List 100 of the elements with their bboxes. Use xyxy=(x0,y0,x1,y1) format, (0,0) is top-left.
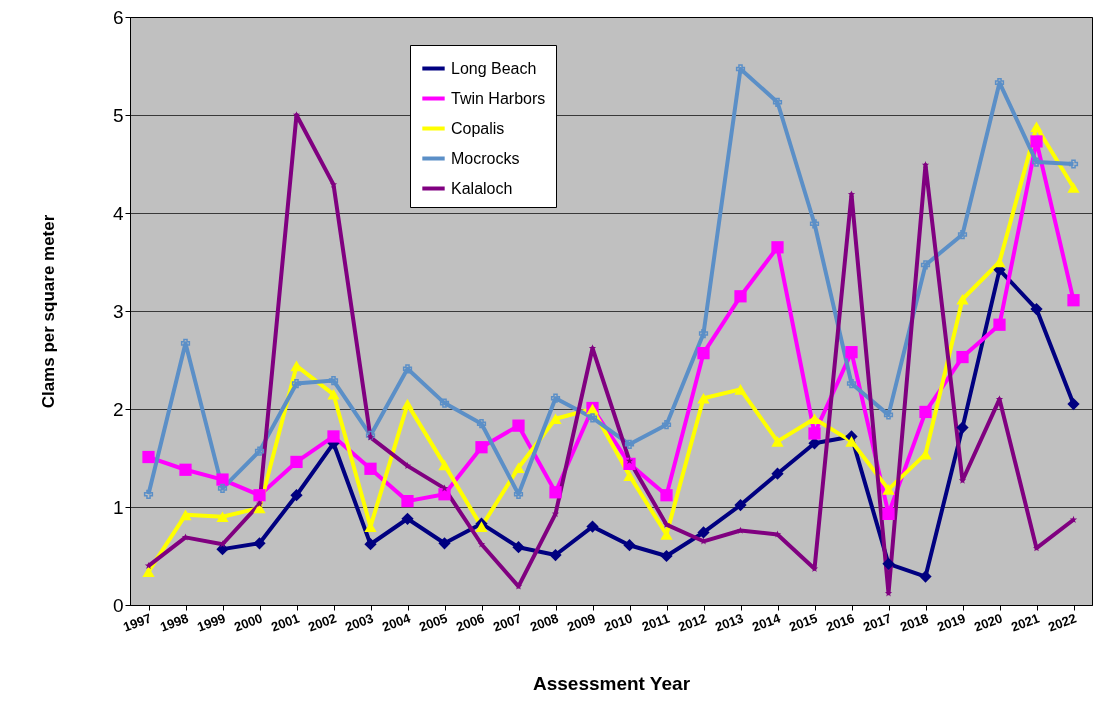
point xyxy=(919,405,932,419)
point xyxy=(402,364,413,374)
x-tick-label: 2007 xyxy=(491,610,524,635)
point xyxy=(660,489,673,502)
point xyxy=(179,509,192,521)
legend-label: Mocrocks xyxy=(451,149,520,167)
point xyxy=(512,541,525,554)
point xyxy=(254,446,265,456)
point xyxy=(1031,157,1042,167)
point xyxy=(623,539,636,552)
point xyxy=(624,439,635,449)
point xyxy=(883,410,894,420)
y-tick-label: 1 xyxy=(112,496,124,518)
x-tick-label: 2011 xyxy=(639,610,672,635)
y-tick-label: 3 xyxy=(112,300,124,322)
x-tick-label: 2001 xyxy=(269,610,302,635)
point xyxy=(216,473,229,486)
point xyxy=(771,241,784,254)
point xyxy=(216,511,229,523)
x-tick-label: 2003 xyxy=(343,610,376,635)
point xyxy=(846,378,857,389)
point xyxy=(845,346,858,359)
y-tick-label: 4 xyxy=(112,202,124,224)
y-tick-label: 5 xyxy=(112,104,124,126)
x-tick-label: 2014 xyxy=(750,610,784,635)
point xyxy=(328,375,339,386)
point xyxy=(1030,121,1043,133)
x-tick-label: 2021 xyxy=(1009,610,1042,635)
point xyxy=(993,318,1006,331)
legend-label: Kalaloch xyxy=(451,179,513,197)
x-tick-label: 1997 xyxy=(121,610,154,635)
point xyxy=(439,398,450,408)
x-tick-label: 2009 xyxy=(565,610,598,635)
point xyxy=(1067,397,1080,411)
point xyxy=(549,486,562,499)
point xyxy=(549,548,562,562)
point xyxy=(327,389,340,400)
x-tick-label: 2002 xyxy=(306,610,339,635)
point xyxy=(401,398,414,410)
point xyxy=(512,462,525,474)
point xyxy=(772,97,783,107)
point xyxy=(438,459,451,471)
point xyxy=(697,392,710,404)
x-axis-title: Assessment Year xyxy=(532,672,691,694)
point xyxy=(253,489,266,502)
x-tick-label: 2022 xyxy=(1046,610,1079,635)
point xyxy=(734,498,747,512)
point xyxy=(808,427,821,440)
x-tick-label: 2008 xyxy=(528,610,561,635)
point xyxy=(1068,159,1079,169)
x-tick-label: 2000 xyxy=(232,610,265,635)
point xyxy=(512,419,525,432)
point xyxy=(142,566,155,577)
point xyxy=(847,190,856,198)
legend-label: Long Beach xyxy=(451,59,537,77)
x-tick-label: 2020 xyxy=(972,610,1005,635)
point xyxy=(920,260,931,270)
point xyxy=(662,520,671,528)
x-tick-label: 2013 xyxy=(713,610,746,635)
point xyxy=(623,470,636,481)
point xyxy=(364,462,377,475)
point xyxy=(956,421,969,434)
point xyxy=(217,483,228,493)
point xyxy=(290,455,303,469)
x-tick-label: 1999 xyxy=(195,610,228,635)
point xyxy=(1030,302,1043,316)
x-tick-label: 2006 xyxy=(454,610,487,635)
x-tick-label: 2010 xyxy=(602,610,635,635)
legend-label: Copalis xyxy=(451,119,505,137)
point xyxy=(438,488,451,501)
x-tick-label: 1998 xyxy=(158,610,191,635)
point xyxy=(291,378,302,389)
point xyxy=(143,489,154,499)
point xyxy=(697,526,710,539)
point xyxy=(179,463,192,476)
point xyxy=(845,436,858,447)
point xyxy=(956,293,969,305)
point xyxy=(475,441,488,454)
point xyxy=(735,64,746,74)
point xyxy=(957,229,968,240)
point xyxy=(587,413,598,423)
x-tick-label: 2017 xyxy=(861,610,894,635)
point xyxy=(1067,182,1080,193)
point xyxy=(401,495,414,508)
point xyxy=(477,540,486,548)
x-tick-label: 2004 xyxy=(380,610,414,635)
point xyxy=(476,419,487,429)
point xyxy=(661,420,672,430)
legend-label: Twin Harbors xyxy=(451,89,546,107)
y-tick-label: 6 xyxy=(112,6,124,28)
point xyxy=(882,557,895,570)
point xyxy=(142,450,155,464)
point xyxy=(586,520,599,533)
point xyxy=(698,328,709,339)
x-tick-label: 2012 xyxy=(676,610,709,635)
point xyxy=(401,512,414,525)
point xyxy=(364,538,377,551)
point xyxy=(882,507,895,520)
point xyxy=(919,570,932,583)
point xyxy=(882,484,895,495)
